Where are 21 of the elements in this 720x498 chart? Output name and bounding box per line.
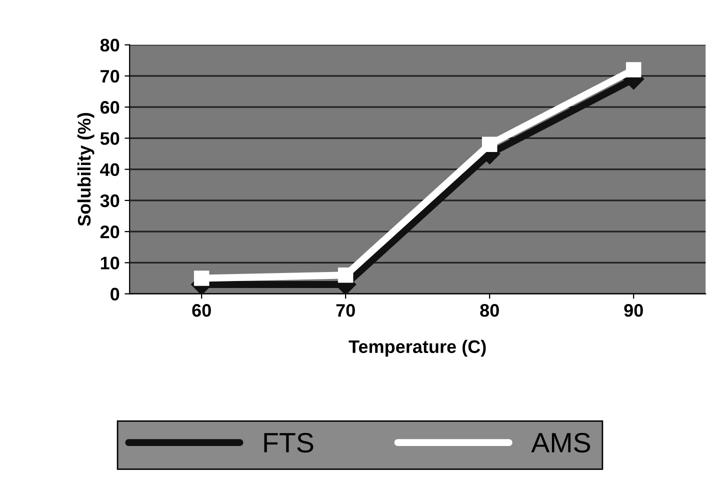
y-tick-label: 40 (100, 163, 120, 176)
y-tick-label: 80 (100, 38, 120, 52)
point (338, 268, 354, 283)
x-tick-label: 80 (480, 304, 499, 317)
y-tick-label: 20 (100, 226, 120, 238)
point (626, 62, 642, 78)
point (194, 270, 210, 286)
y-tick-label: 10 (100, 256, 120, 270)
y-tick-label: 50 (100, 132, 120, 145)
point (482, 136, 498, 152)
legend-label: FTS (264, 432, 314, 453)
x-axis-title: Temperature (C) (348, 340, 486, 357)
x-tick-label: 60 (192, 304, 211, 317)
y-tick-label: 60 (100, 101, 120, 114)
y-tick-label: 30 (100, 194, 120, 208)
legend-label: AMS (531, 432, 590, 453)
y-axis-title: Solubility (%) (77, 113, 94, 226)
x-tick-label: 90 (624, 304, 643, 317)
x-tick-label: 70 (336, 304, 355, 317)
y-tick-label: 0 (110, 288, 120, 301)
y-tick-label: 70 (100, 70, 120, 83)
